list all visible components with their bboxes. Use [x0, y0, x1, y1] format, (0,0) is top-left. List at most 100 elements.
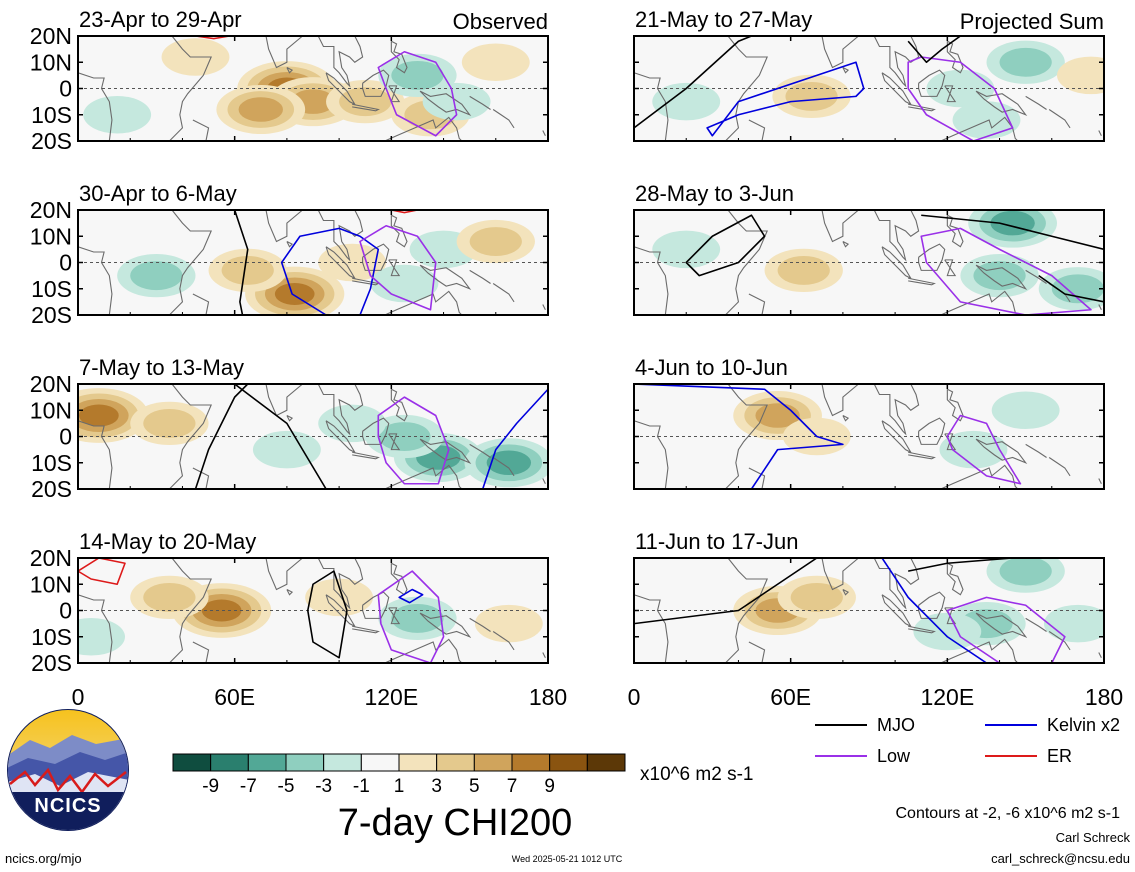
coastline [192, 641, 210, 663]
coastline [469, 269, 491, 284]
anomaly-shade [785, 81, 838, 111]
panel-tag: Observed [453, 9, 548, 34]
coastline [975, 264, 1028, 290]
coastline [362, 591, 390, 619]
coastline [286, 589, 294, 596]
colorbar-tick-label: 9 [544, 776, 555, 797]
coastline [388, 433, 401, 451]
coastline [1025, 617, 1047, 632]
anomaly-shade [274, 283, 315, 305]
anomaly-shade [939, 430, 1008, 469]
coastline [161, 36, 212, 141]
coastline [383, 290, 463, 315]
mjo-contour [634, 558, 818, 625]
colorbar-swatch [210, 753, 249, 772]
coastline [419, 438, 472, 464]
y-tick-label: 10S [31, 276, 72, 302]
coastline [383, 116, 463, 141]
mjo-contour [634, 36, 752, 129]
y-tick-label: 10S [31, 450, 72, 476]
coastline [390, 562, 408, 596]
legend-label: Kelvin x2 [1047, 715, 1120, 735]
colorbar-tick-label: 3 [431, 776, 442, 797]
timestamp: Wed 2025-05-21 1012 UTC [512, 854, 623, 864]
mjo-contour [306, 570, 348, 659]
y-tick-label: 20S [31, 302, 72, 328]
anomaly-shade [130, 261, 183, 291]
kelvin-contour [634, 384, 844, 489]
coastline [161, 384, 212, 489]
low-contour [920, 227, 1092, 315]
site-link[interactable]: ncics.org/mjo [5, 851, 82, 866]
anomaly-shade [391, 603, 444, 633]
coastline [317, 36, 364, 88]
anomaly-shade [461, 43, 530, 82]
colorbar-swatch [473, 753, 513, 772]
coastline [946, 562, 964, 596]
coastline [1048, 109, 1071, 129]
coastline [918, 243, 946, 271]
colorbar-swatch [511, 753, 551, 772]
x-tick-label: 180 [1085, 684, 1123, 710]
anomaly-shade [474, 604, 543, 643]
panel-title: 11-Jun to 17-Jun [635, 529, 798, 554]
anomaly-shade [486, 450, 532, 476]
ncics-logo: NCICS [7, 709, 129, 831]
y-tick-label: 10S [31, 102, 72, 128]
coastline [908, 277, 936, 286]
author-email[interactable]: carl_schreck@ncsu.edu [991, 851, 1130, 866]
coastline [820, 384, 860, 417]
coastline [352, 103, 380, 112]
low-contour [946, 596, 1066, 663]
er-contour [78, 558, 126, 586]
anomaly-shade [318, 404, 387, 443]
coastline [492, 631, 515, 651]
coastline [325, 420, 357, 454]
anomaly-shade [221, 255, 274, 285]
coastline [419, 90, 472, 116]
chart-title: 7-day CHI200 [338, 802, 572, 844]
y-tick-label: 0 [59, 76, 72, 102]
coastline [634, 594, 669, 663]
low-contour [377, 50, 458, 137]
coastline [419, 612, 472, 638]
anomaly-shade [1057, 56, 1104, 95]
panel-title: 14-May to 20-May [79, 529, 256, 554]
anomaly-shade [973, 261, 1026, 291]
coastline [492, 457, 515, 477]
low-contour [946, 414, 1022, 485]
coastline [264, 558, 304, 591]
x-tick-label: 180 [529, 684, 567, 710]
coastline [820, 558, 860, 591]
coastline [469, 617, 491, 632]
coastline [161, 558, 212, 663]
anomaly-shade [652, 82, 721, 121]
coastline [717, 210, 768, 315]
panel-title: 28-May to 3-Jun [635, 181, 794, 206]
coastline [352, 625, 380, 634]
coastline [388, 85, 401, 103]
kelvin-contour [398, 588, 424, 604]
anomaly-shade [469, 227, 522, 256]
coastline [946, 388, 964, 422]
colorbar-units: x10^6 m2 s-1 [640, 764, 753, 785]
panel-title: 30-Apr to 6-May [79, 181, 237, 206]
coastline [748, 467, 766, 489]
panel-tag: Projected Sum [960, 9, 1104, 34]
x-tick-label: 60E [770, 684, 811, 710]
coastline [1025, 443, 1047, 458]
author: Carl Schreck [1056, 830, 1131, 845]
coastline [873, 558, 920, 610]
colorbar-swatch [586, 753, 626, 772]
coastline [881, 420, 913, 454]
coastline [634, 72, 669, 141]
coastline [317, 210, 364, 262]
anomaly-shade [79, 404, 119, 427]
colorbar-tick-label: 7 [507, 776, 518, 797]
colorbar-tick-label: 5 [469, 776, 480, 797]
coastline [352, 277, 380, 286]
coastline [390, 40, 408, 74]
